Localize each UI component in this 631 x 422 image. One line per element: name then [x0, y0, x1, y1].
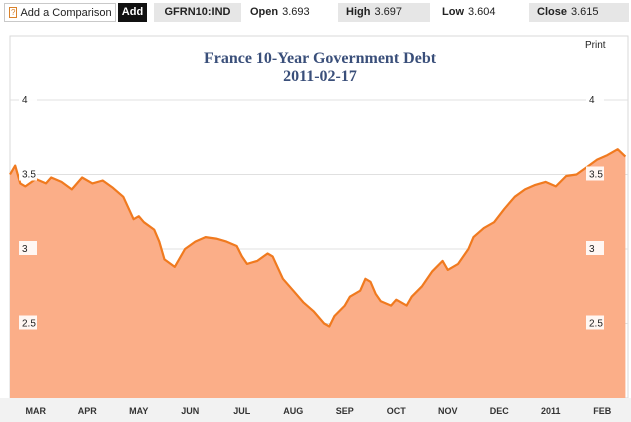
x-tick-8: NOV [438, 406, 458, 416]
y-tick-bg-right-2 [586, 241, 604, 255]
y-tick-left-1: 3.5 [22, 170, 36, 181]
add-button[interactable]: Add [118, 3, 147, 22]
x-tick-9: DEC [490, 406, 510, 416]
x-tick-5: AUG [283, 406, 303, 416]
y-tick-bg-left-2 [19, 241, 37, 255]
high-label: High [346, 6, 371, 18]
x-tick-11: FEB [593, 406, 612, 416]
chart-subtitle: 2011-02-17 [283, 68, 357, 85]
chart-title: France 10-Year Government Debt [203, 50, 437, 67]
comparison-input[interactable]: ? Add a Comparison [4, 3, 116, 22]
x-axis-band [0, 398, 631, 422]
x-tick-1: APR [78, 406, 98, 416]
open-label: Open [250, 6, 279, 18]
y-tick-right-0: 4 [589, 95, 595, 106]
low-value: 3.604 [468, 6, 496, 18]
help-icon[interactable]: ? [9, 7, 18, 18]
x-tick-6: SEP [336, 406, 354, 416]
y-tick-bg-right-3 [586, 315, 604, 330]
x-tick-2: MAY [129, 406, 148, 416]
x-tick-3: JUN [181, 406, 199, 416]
open-value: 3.693 [282, 6, 310, 18]
x-tick-7: OCT [387, 406, 407, 416]
series-line [9, 148, 627, 328]
y-tick-left-3: 2.5 [22, 319, 36, 330]
y-tick-bg-left-0 [19, 92, 37, 106]
chart-toolbar: ? Add a Comparison Add GFRN10:IND Open 3.6… [0, 0, 631, 26]
print-link[interactable]: Print [585, 40, 606, 51]
high-stat: High 3.697 [338, 3, 430, 22]
low-stat: Low 3.604 [434, 3, 526, 22]
comparison-label: Add a Comparison [20, 7, 112, 19]
y-tick-bg-right-1 [586, 166, 604, 181]
y-tick-left-2: 3 [22, 244, 28, 255]
close-value: 3.615 [570, 6, 599, 18]
low-label: Low [442, 6, 464, 18]
y-tick-right-3: 2.5 [589, 319, 603, 330]
x-tick-0: MAR [26, 406, 47, 416]
y-tick-bg-left-1 [19, 166, 37, 181]
high-value: 3.697 [374, 6, 402, 18]
ticker-symbol: GFRN10:IND [154, 3, 241, 22]
open-stat: Open 3.693 [242, 3, 334, 22]
x-tick-4: JUL [233, 406, 251, 416]
y-tick-bg-left-3 [19, 315, 37, 330]
y-tick-right-2: 3 [589, 244, 595, 255]
y-tick-right-1: 3.5 [589, 170, 603, 181]
y-tick-bg-right-0 [586, 92, 604, 106]
close-stat: Close 3.615 [529, 3, 629, 22]
series-area [10, 149, 626, 398]
y-tick-left-0: 4 [22, 95, 28, 106]
x-tick-10: 2011 [541, 406, 561, 416]
close-label: Close [537, 6, 567, 18]
